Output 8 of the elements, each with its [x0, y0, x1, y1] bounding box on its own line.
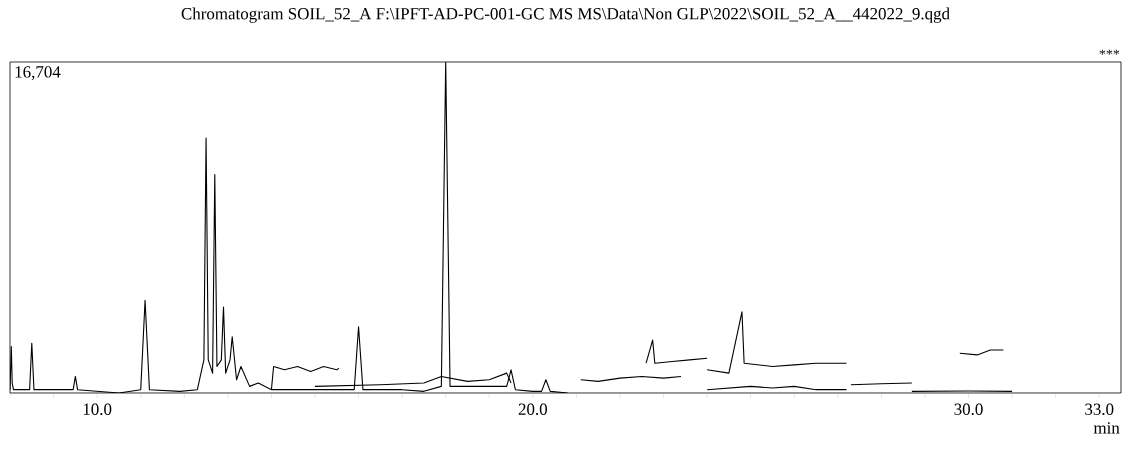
- x-tick-label: 30.0: [954, 403, 983, 415]
- x-axis-title: min: [1093, 422, 1120, 434]
- x-tick-label: 10.0: [83, 403, 112, 415]
- x-tick-label: 33.0: [1085, 403, 1114, 415]
- annotation: 16,704: [15, 66, 61, 81]
- text: ***: [1099, 49, 1120, 55]
- x-tick-label: 20.0: [518, 403, 548, 415]
- chart-title: Chromatogram SOIL_52_A F:\IPFT-AD-PC-001-GC MS MS\Data\Non GLP\2022\SOIL_52_A__442022_9.qgd: [181, 7, 950, 23]
